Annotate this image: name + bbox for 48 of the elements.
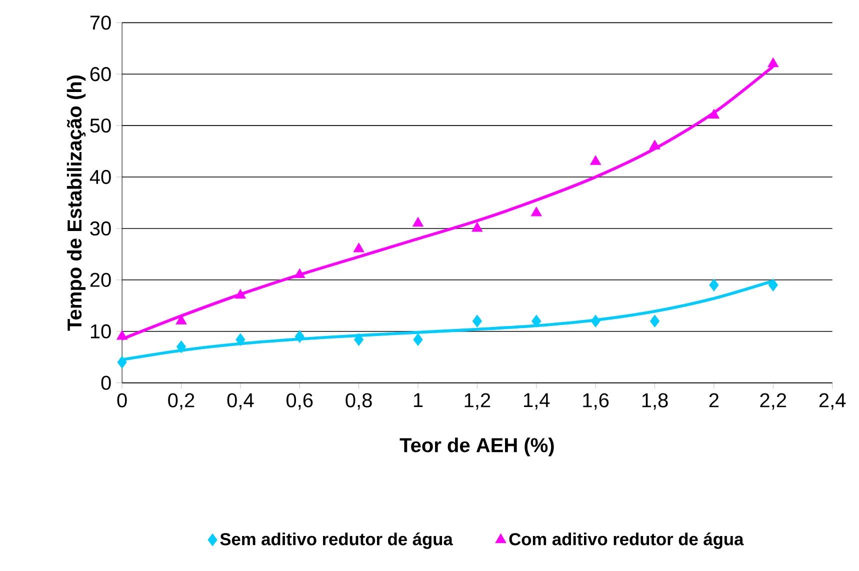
x-tick-label: 0,8 xyxy=(346,393,372,410)
point xyxy=(294,268,306,278)
y-tick-label: 0 xyxy=(101,376,111,390)
point xyxy=(116,330,128,340)
point xyxy=(590,314,600,328)
point xyxy=(472,314,482,328)
y-tick-label: 20 xyxy=(90,272,111,288)
point xyxy=(708,109,720,119)
y-axis-title: Tempo de Estabilização (h) xyxy=(66,76,86,331)
x-axis-title: Teor de AEH (%) xyxy=(400,438,554,456)
point xyxy=(354,333,364,346)
point xyxy=(532,314,542,328)
point xyxy=(472,222,483,232)
y-tick-label: 70 xyxy=(90,16,111,30)
y-tick-label: 40 xyxy=(90,170,111,184)
y-tick-label: 10 xyxy=(90,324,111,338)
point xyxy=(236,333,246,346)
point xyxy=(768,278,778,292)
point xyxy=(117,356,127,369)
x-tick-label: 1,4 xyxy=(524,393,550,410)
x-tick-label: 0,4 xyxy=(227,393,254,410)
point xyxy=(768,58,779,68)
x-tick-label: 1 xyxy=(414,393,423,408)
point xyxy=(412,217,424,227)
x-tick-label: 0,6 xyxy=(286,393,313,410)
x-tick-label: 1,8 xyxy=(642,393,668,410)
x-tick-label: 0,2 xyxy=(168,393,194,410)
point xyxy=(709,278,719,292)
x-tick-label: 2,4 xyxy=(819,393,846,410)
legend-label: Com aditivo redutor de água xyxy=(509,532,744,549)
y-tick-label: 60 xyxy=(90,67,111,82)
y-tick-label: 50 xyxy=(90,118,111,133)
x-tick-label: 0 xyxy=(117,393,127,408)
x-tick-label: 1,6 xyxy=(583,393,609,410)
point xyxy=(530,206,542,216)
y-tick-label: 30 xyxy=(90,221,111,236)
point xyxy=(649,140,660,150)
point xyxy=(590,155,602,165)
x-tick-label: 2,2 xyxy=(760,393,786,410)
point xyxy=(413,333,423,346)
point xyxy=(176,340,186,354)
point xyxy=(294,330,304,343)
x-tick-label: 1,2 xyxy=(464,393,490,410)
point xyxy=(234,289,246,299)
legend-label: Sem aditivo redutor de água xyxy=(220,532,453,549)
point xyxy=(353,242,364,252)
x-tick-label: 2 xyxy=(709,393,719,408)
point xyxy=(650,314,660,328)
